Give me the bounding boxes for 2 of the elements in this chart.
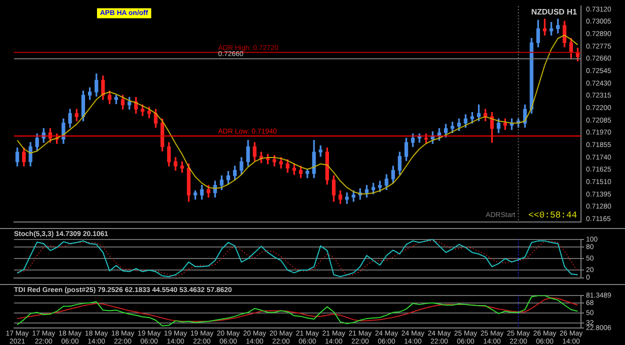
annotation: <<0:58:44 bbox=[528, 210, 577, 221]
annotation: NZDUSD H1 bbox=[531, 7, 578, 16]
